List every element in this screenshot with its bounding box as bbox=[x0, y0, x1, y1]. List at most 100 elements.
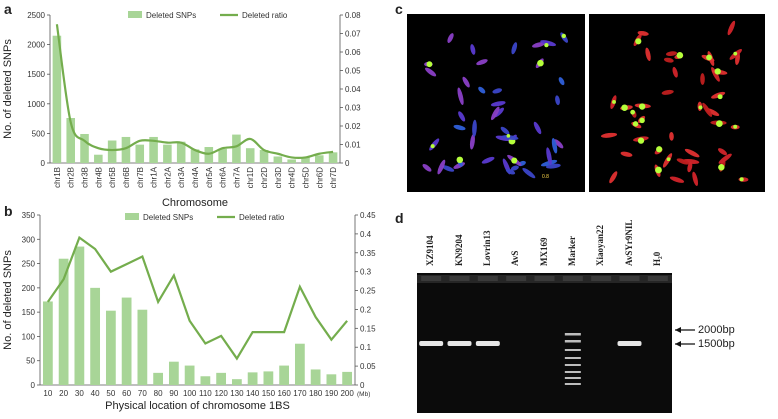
gel-well bbox=[421, 276, 442, 281]
y-tick-label: 1500 bbox=[27, 70, 45, 79]
chromosome bbox=[645, 47, 651, 62]
chromosome bbox=[554, 139, 564, 149]
x-tick-label: chr4A bbox=[191, 166, 200, 188]
bar bbox=[301, 157, 310, 163]
chromosome bbox=[492, 88, 503, 94]
chromosome bbox=[727, 20, 736, 36]
chromosome bbox=[457, 87, 464, 106]
chromosome bbox=[637, 30, 649, 36]
bar bbox=[184, 365, 195, 385]
x-tick-label: chr7D bbox=[329, 167, 338, 189]
gel-well bbox=[562, 276, 583, 281]
x-tick-label: 30 bbox=[75, 389, 84, 398]
y2-tick-label: 0.1 bbox=[360, 343, 372, 352]
gel-panel: XZ9104 KN9204 Lovrin13 AvS MX169 Marker Xiaoya… bbox=[417, 216, 777, 416]
bar bbox=[153, 372, 164, 385]
y-tick-label: 250 bbox=[22, 260, 36, 269]
panel-label-b: b bbox=[4, 203, 13, 219]
fish-signal bbox=[612, 100, 616, 104]
legend-label-bar: Deleted SNPs bbox=[143, 213, 193, 222]
x-tick-label: chr2A bbox=[163, 166, 172, 188]
chromosome bbox=[533, 121, 542, 135]
fish-signal bbox=[621, 104, 628, 112]
chromosome bbox=[665, 51, 678, 57]
panel-label-c: c bbox=[395, 1, 403, 17]
bar bbox=[107, 140, 117, 163]
bar bbox=[342, 371, 353, 385]
marker-band bbox=[564, 340, 581, 343]
y-tick-label: 500 bbox=[32, 129, 46, 138]
chromosome bbox=[540, 40, 556, 47]
x-tick-label: chr1B bbox=[53, 167, 62, 188]
x-tick-label: 170 bbox=[293, 389, 307, 398]
x-tick-label: 190 bbox=[325, 389, 339, 398]
fish-micrographs: 0.8 bbox=[407, 14, 765, 192]
bar bbox=[58, 258, 69, 385]
y2-tick-label: 0.2 bbox=[360, 305, 372, 314]
chromosome bbox=[458, 111, 466, 122]
bar bbox=[273, 156, 283, 163]
fish-signal bbox=[632, 121, 639, 127]
bar bbox=[121, 297, 132, 385]
gel-band bbox=[617, 341, 642, 346]
y2-tick-label: 0 bbox=[345, 159, 350, 168]
y2-tick-label: 0.15 bbox=[360, 324, 376, 333]
bar bbox=[294, 343, 305, 385]
chromosome bbox=[684, 148, 700, 158]
fish-signal bbox=[537, 59, 544, 67]
x-tick-label: 40 bbox=[91, 389, 100, 398]
chromosome bbox=[687, 161, 693, 173]
fish-signal bbox=[656, 146, 663, 153]
y2-tick-label: 0.04 bbox=[345, 85, 361, 94]
y2-tick-label: 0.25 bbox=[360, 287, 376, 296]
chromosome bbox=[422, 163, 432, 172]
y2-tick-label: 0.35 bbox=[360, 249, 376, 258]
legend-label-line: Deleted ratio bbox=[239, 213, 285, 222]
legend-swatch-bar bbox=[125, 213, 139, 220]
y-tick-label: 1000 bbox=[27, 100, 45, 109]
fish-signal bbox=[698, 105, 703, 110]
fish-signal bbox=[635, 38, 642, 45]
gel-well bbox=[477, 276, 498, 281]
bar bbox=[326, 374, 337, 385]
bar bbox=[259, 149, 269, 163]
bar bbox=[149, 136, 158, 163]
fish-image-right bbox=[589, 14, 765, 192]
x-tick-label: chr6B bbox=[122, 167, 131, 188]
bar bbox=[247, 372, 258, 385]
x-tick-label: 80 bbox=[154, 389, 163, 398]
bar bbox=[121, 136, 131, 163]
fish-signal bbox=[718, 164, 725, 171]
chromosome bbox=[661, 89, 674, 95]
chart-b: 0 50 100 150 200 250 300 350 0 0.05 0.1 0.15 0.2 0.25… bbox=[2, 211, 376, 412]
bar bbox=[231, 379, 242, 385]
fish-image-left: 0.8 bbox=[407, 14, 585, 192]
bar bbox=[218, 148, 227, 163]
chromosome bbox=[470, 44, 476, 55]
x-tick-label: 140 bbox=[246, 389, 260, 398]
fish-signal bbox=[716, 120, 723, 127]
x-tick-label: 180 bbox=[309, 389, 323, 398]
gel-image bbox=[417, 273, 695, 413]
gel-well bbox=[647, 276, 668, 281]
chromosome bbox=[718, 153, 732, 164]
bar bbox=[137, 309, 148, 385]
gel-band bbox=[475, 341, 500, 346]
chromosome bbox=[478, 86, 486, 94]
marker-band bbox=[564, 357, 581, 359]
marker-band bbox=[564, 377, 581, 379]
fish-signal bbox=[456, 156, 464, 164]
gel-well bbox=[506, 276, 527, 281]
marker-band bbox=[564, 349, 581, 351]
x-tick-label: chr3A bbox=[177, 166, 186, 188]
x-tick-label: chr5B bbox=[108, 167, 117, 188]
bar bbox=[190, 149, 200, 163]
chromosome bbox=[501, 135, 519, 140]
x-tick-label: 120 bbox=[214, 389, 228, 398]
fish-signal bbox=[426, 61, 433, 68]
bar bbox=[42, 301, 53, 385]
bar bbox=[74, 246, 85, 385]
fish-signal bbox=[638, 103, 646, 110]
y-tick-label: 300 bbox=[22, 235, 36, 244]
marker-band bbox=[564, 333, 581, 336]
